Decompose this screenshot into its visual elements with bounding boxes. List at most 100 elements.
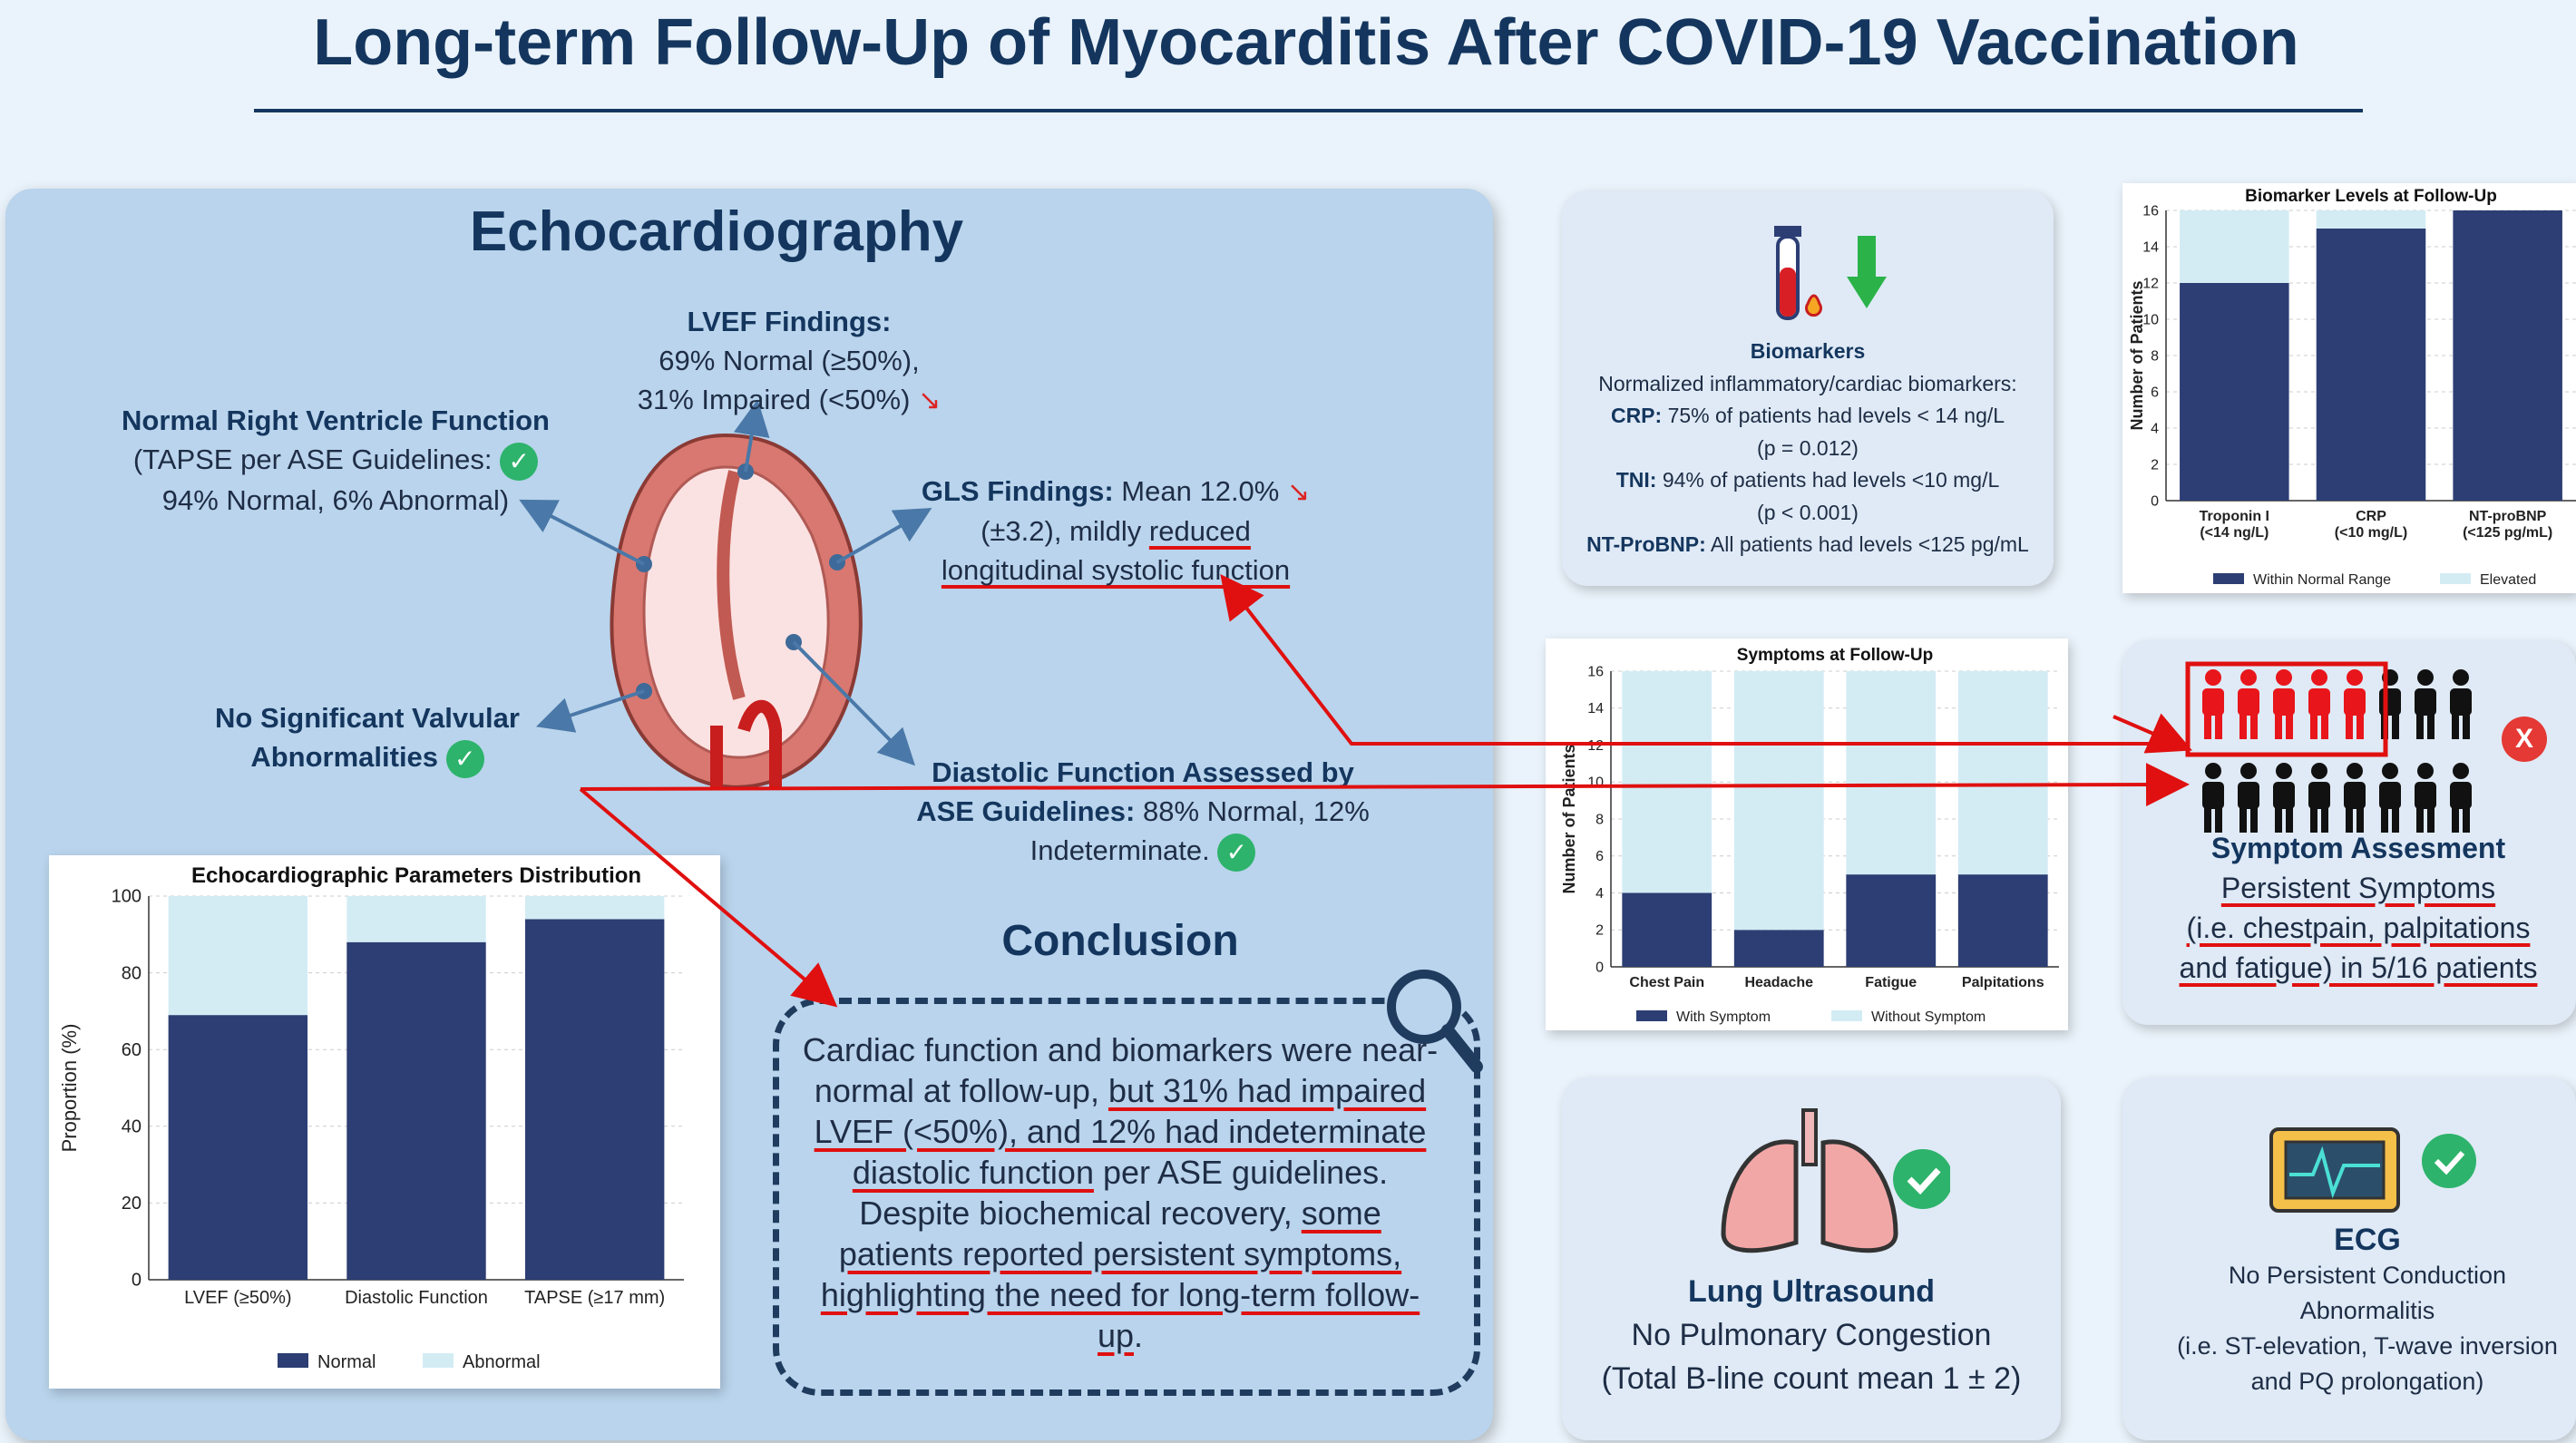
person-icon xyxy=(2344,763,2366,833)
gls-title: GLS Findings: xyxy=(921,475,1114,507)
x-tick-sublabel: (<14 ng/L) xyxy=(2200,525,2269,541)
valve-line2: Abnormalities xyxy=(250,741,439,773)
biomarker-chart-card: Biomarker Levels at Follow-Up 0 2 4 6 8 10 12 14… xyxy=(2122,183,2576,593)
echo-heading: Echocardiography xyxy=(469,200,964,263)
legend-label: With Symptom xyxy=(1676,1009,1771,1025)
conclusion-p1: Cardiac function and biomarkers were nea… xyxy=(802,1031,1439,1109)
bar-secondary xyxy=(346,896,486,942)
y-tick-label: 2 xyxy=(1595,923,1604,939)
conclusion-text: Cardiac function and biomarkers were nea… xyxy=(798,1029,1442,1356)
crp-p: (p = 0.012) xyxy=(1757,435,1859,460)
person-icon xyxy=(2308,669,2330,739)
rv-line2: 94% Normal, 6% Abnormal) xyxy=(161,483,510,516)
diastolic-line2: 88% Normal, 12% xyxy=(1135,795,1370,827)
y-tick-label: 12 xyxy=(2142,276,2159,291)
legend-label: Normal xyxy=(317,1352,376,1372)
lung-text: Lung Ultrasound No Pulmonary Congestion … xyxy=(1562,1270,2061,1400)
y-axis-label: Number of Patients xyxy=(2128,280,2146,430)
y-tick-label: 100 xyxy=(112,887,141,907)
legend-swatch xyxy=(278,1353,308,1368)
biomarkers-card xyxy=(1562,190,2054,586)
ecg-line4: and PQ prolongation) xyxy=(2250,1368,2484,1395)
valve-line1: No Significant Valvular xyxy=(215,702,520,734)
legend-label: Within Normal Range xyxy=(2253,572,2391,588)
y-tick-label: 16 xyxy=(1587,664,1604,679)
person-icon xyxy=(2238,669,2259,739)
bar-primary xyxy=(1957,874,2048,967)
ntpro-text: All patients had levels <125 pg/mL xyxy=(1705,532,2029,556)
check-icon: ✓ xyxy=(500,442,539,481)
ecg-text: ECG No Persistent Conduction Abnormaliti… xyxy=(2122,1223,2576,1399)
gls-line1: Mean 12.0% xyxy=(1113,475,1280,507)
heart-septum-icon xyxy=(717,470,746,700)
ecg-line3: (i.e. ST-elevation, T-wave inversion xyxy=(2177,1332,2558,1360)
y-axis-label: Proportion (%) xyxy=(58,1024,81,1153)
biomarkers-intro: Normalized inflammatory/cardiac biomarke… xyxy=(1598,371,2017,395)
lung-title: Lung Ultrasound xyxy=(1688,1274,1935,1309)
lung-line1: No Pulmonary Congestion xyxy=(1631,1318,1992,1352)
tni-label: TNI: xyxy=(1615,468,1657,492)
x-tick-sublabel: (<125 pg/mL) xyxy=(2463,525,2552,541)
x-tick-label: TAPSE (≥17 mm) xyxy=(524,1288,665,1308)
y-tick-label: 6 xyxy=(1595,849,1604,864)
bar-primary xyxy=(1733,930,1824,967)
diastolic-title2: ASE Guidelines: xyxy=(916,795,1136,827)
x-tick-label: Fatigue xyxy=(1865,975,1917,990)
y-tick-label: 40 xyxy=(122,1116,141,1136)
valvular-findings: No Significant Valvular Abnormalities ✓ xyxy=(172,698,562,778)
symptoms-chart: Symptoms at Follow-Up0246810121416Chest … xyxy=(1560,646,2059,1025)
conclusion-p3: per ASE guidelines. Despite biochemical … xyxy=(859,1154,1389,1232)
y-tick-label: 16 xyxy=(2142,203,2159,219)
bar-primary xyxy=(168,1015,308,1280)
tni-text: 94% of patients had levels <10 mg/L xyxy=(1656,468,2000,492)
legend-swatch xyxy=(1831,1010,1862,1021)
ntpro-label: NT-ProBNP: xyxy=(1586,532,1706,556)
ecg-title: ECG xyxy=(2334,1223,2401,1257)
y-tick-label: 20 xyxy=(122,1194,141,1214)
crp-label: CRP: xyxy=(1610,404,1663,427)
person-icon xyxy=(2308,763,2330,833)
annotation-arrow xyxy=(1220,574,2159,746)
annotation-arrow xyxy=(2113,713,2193,754)
bar-primary xyxy=(2180,283,2289,501)
title-divider xyxy=(254,109,2363,112)
conclusion-box xyxy=(773,998,1480,1396)
y-tick-label: 4 xyxy=(1595,886,1604,902)
magnifier-icon xyxy=(1387,970,1483,1073)
legend-swatch xyxy=(2440,573,2471,584)
person-icon xyxy=(2202,763,2224,833)
legend-label: Without Symptom xyxy=(1871,1009,1986,1025)
x-tick-label: LVEF (≥50%) xyxy=(184,1288,291,1308)
diastolic-title1: Diastolic Function Assessed by xyxy=(932,756,1354,788)
annotation-arrow xyxy=(580,763,2190,807)
x-tick-label: CRP xyxy=(2356,509,2386,524)
annotation-arrow xyxy=(579,787,838,1008)
bar-secondary xyxy=(2316,210,2426,229)
page-title: Long-term Follow-Up of Myocarditis After… xyxy=(313,6,2299,79)
chart-title: Symptoms at Follow-Up xyxy=(1737,646,1933,665)
x-tick-label: Headache xyxy=(1744,975,1813,990)
person-icon xyxy=(2415,669,2436,739)
y-tick-label: 4 xyxy=(2151,421,2159,436)
chart-title: Echocardiographic Parameters Distributio… xyxy=(191,863,641,888)
highlight-box xyxy=(2185,661,2388,757)
gls-reduced: reduced xyxy=(1148,515,1251,547)
bar-primary xyxy=(524,919,665,1280)
symptoms-chart-card: Symptoms at Follow-Up 0 2 4 6 8 10 12 14 16 Chest … xyxy=(1546,639,2068,1030)
biomarkers-text: Biomarkers Normalized inflammatory/cardi… xyxy=(1562,336,2054,561)
trend-down-icon: ↘ xyxy=(918,385,942,415)
lvef-title: LVEF Findings: xyxy=(687,306,892,337)
gls-line2a: (±3.2), mildly xyxy=(981,515,1149,547)
conclusion-heading: Conclusion xyxy=(1001,917,1239,965)
rv-function: Normal Right Ventricle Function (TAPSE p… xyxy=(73,401,599,520)
y-tick-label: 0 xyxy=(132,1271,141,1291)
y-tick-label: 6 xyxy=(2151,385,2159,400)
bar-secondary xyxy=(2180,210,2289,283)
lung-line2: (Total B-line count mean 1 ± 2) xyxy=(1601,1361,2022,1396)
blood-tube-icon xyxy=(1774,226,1887,320)
symptom-line2: (i.e. chestpain, palpitations xyxy=(2186,912,2531,944)
lvef-findings: LVEF Findings: 69% Normal (≥50%), 31% Im… xyxy=(544,302,1034,420)
conclusion-p2: but 31% had impaired LVEF (<50%), and 12… xyxy=(814,1072,1427,1191)
y-tick-label: 8 xyxy=(2151,348,2159,364)
trend-down-icon: ↘ xyxy=(1286,477,1311,507)
